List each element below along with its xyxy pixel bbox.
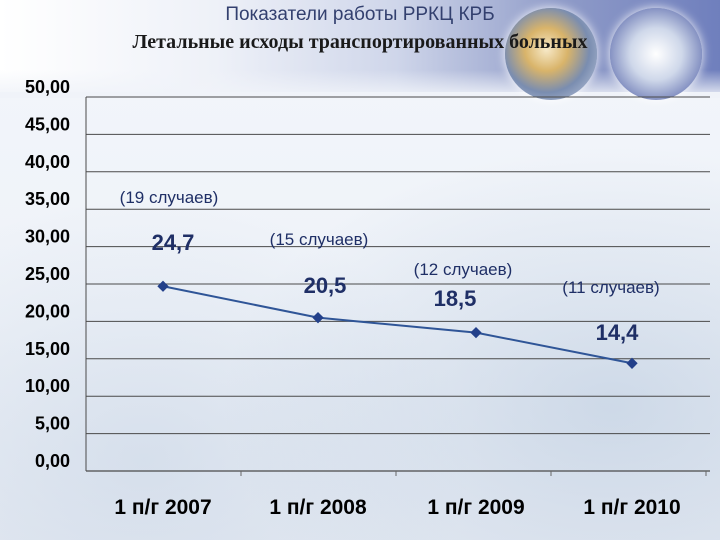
x-tick-label: 1 п/г 2009 [427, 496, 524, 519]
data-labels: 24,7 20,5 18,5 14,4 [152, 230, 640, 345]
case-count-annotation: (12 случаев) [414, 260, 513, 279]
y-tick-label: 30,00 [25, 227, 70, 247]
y-tick-label: 0,00 [35, 451, 70, 471]
case-annotations: (19 случаев) (15 случаев) (12 случаев) (11 … [120, 188, 660, 297]
y-tick-label: 40,00 [25, 152, 70, 172]
y-tick-label: 10,00 [25, 376, 70, 396]
series-markers [157, 280, 638, 369]
case-count-annotation: (15 случаев) [270, 230, 369, 249]
x-tick-label: 1 п/г 2010 [583, 496, 680, 519]
case-count-annotation: (11 случаев) [562, 278, 659, 297]
header-fade [0, 70, 720, 98]
y-tick-label: 50,00 [25, 77, 70, 97]
page-title: Показатели работы РРКЦ КРБ [225, 4, 495, 25]
x-tick-label: 1 п/г 2007 [114, 496, 211, 519]
data-label: 18,5 [434, 286, 477, 311]
x-tick-label: 1 п/г 2008 [269, 496, 367, 519]
pills-photo [505, 8, 597, 100]
y-tick-label: 35,00 [25, 189, 70, 209]
data-label: 14,4 [596, 320, 640, 345]
gridlines [85, 96, 710, 476]
chart-title: Летальные исходы транспортированных боль… [132, 31, 588, 53]
y-axis-tick-labels: 0,00 5,00 10,00 15,00 20,00 25,00 30,00 35,00 40… [25, 77, 70, 471]
data-point-marker [312, 312, 324, 324]
y-tick-label: 45,00 [25, 114, 70, 134]
data-point-marker [470, 326, 482, 339]
data-label: 20,5 [304, 273, 347, 298]
x-axis-tick-labels: 1 п/г 2007 1 п/г 2008 1 п/г 2009 1 п/г 2010 [114, 496, 680, 519]
y-tick-label: 25,00 [25, 264, 70, 284]
y-tick-label: 5,00 [35, 414, 70, 434]
medical-glove-photo [610, 8, 702, 100]
case-count-annotation: (19 случаев) [120, 188, 219, 207]
data-label: 24,7 [152, 230, 195, 255]
data-point-marker [626, 357, 638, 369]
y-tick-label: 20,00 [25, 301, 70, 321]
series-line-path [162, 285, 633, 365]
y-tick-label: 15,00 [25, 339, 70, 359]
series-line [162, 285, 633, 365]
data-point-marker [157, 280, 169, 292]
